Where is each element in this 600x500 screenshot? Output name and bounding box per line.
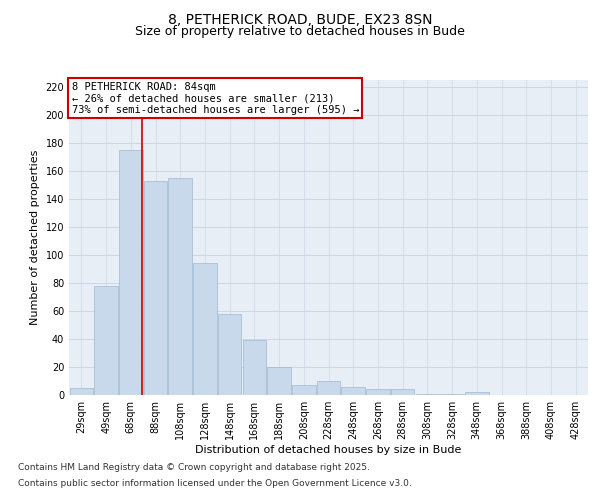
Text: Contains public sector information licensed under the Open Government Licence v3: Contains public sector information licen…	[18, 478, 412, 488]
Text: 8 PETHERICK ROAD: 84sqm
← 26% of detached houses are smaller (213)
73% of semi-d: 8 PETHERICK ROAD: 84sqm ← 26% of detache…	[71, 82, 359, 115]
Bar	[416, 394, 439, 395]
Bar	[317, 381, 340, 395]
Y-axis label: Number of detached properties: Number of detached properties	[30, 150, 40, 325]
Bar	[70, 388, 93, 395]
Text: Size of property relative to detached houses in Bude: Size of property relative to detached ho…	[135, 25, 465, 38]
Text: Contains HM Land Registry data © Crown copyright and database right 2025.: Contains HM Land Registry data © Crown c…	[18, 464, 370, 472]
Bar	[391, 390, 415, 395]
Bar	[341, 386, 365, 395]
Bar	[193, 264, 217, 395]
Bar	[440, 394, 464, 395]
Bar	[268, 367, 291, 395]
Bar	[366, 390, 389, 395]
X-axis label: Distribution of detached houses by size in Bude: Distribution of detached houses by size …	[196, 445, 461, 455]
Bar	[94, 286, 118, 395]
Bar	[465, 392, 488, 395]
Bar	[169, 178, 192, 395]
Bar	[218, 314, 241, 395]
Bar	[119, 150, 143, 395]
Bar	[144, 181, 167, 395]
Text: 8, PETHERICK ROAD, BUDE, EX23 8SN: 8, PETHERICK ROAD, BUDE, EX23 8SN	[168, 12, 432, 26]
Bar	[292, 385, 316, 395]
Bar	[242, 340, 266, 395]
